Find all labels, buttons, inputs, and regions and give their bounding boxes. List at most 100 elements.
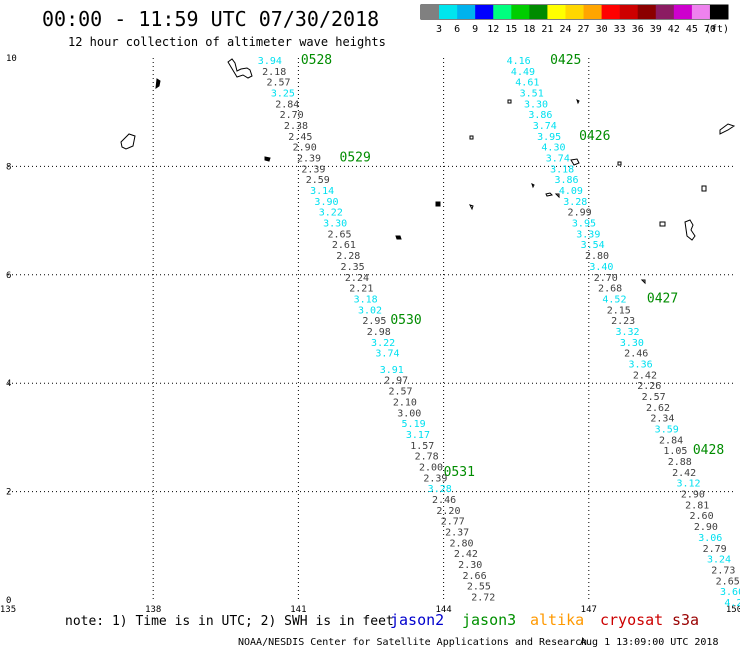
wave-height-value: 3.28: [563, 197, 587, 208]
wave-height-value: 4.23: [724, 598, 740, 609]
lon-tick-label: 138: [145, 605, 161, 615]
wave-height-value: 2.68: [598, 284, 622, 295]
wave-height-value: 2.57: [388, 387, 412, 398]
time-labels: 0528 0529 0530 0531 0425 0426 0427 0428: [301, 53, 724, 480]
wave-height-value: 3.74: [375, 349, 399, 360]
wave-height-value: 4.30: [541, 143, 565, 154]
island-g: [545, 192, 560, 199]
wave-height-value: 4.09: [559, 186, 583, 197]
lon-tick-label: 147: [581, 605, 597, 615]
wave-height-value: 3.18: [550, 164, 574, 175]
wave-height-value: 3.94: [258, 56, 282, 67]
wave-height-value: 2.62: [646, 403, 670, 414]
island-a: [264, 156, 271, 162]
pass-time-label: 0529: [340, 151, 371, 166]
colorbar-swatch: [601, 5, 620, 19]
gridlines: [8, 58, 734, 600]
colorbar-tick-label: 21: [541, 24, 553, 35]
wave-height-value: 2.81: [685, 500, 709, 511]
wave-height-value: 2.57: [267, 78, 291, 89]
wave-height-value: 2.46: [624, 349, 648, 360]
wave-height-value: 2.26: [637, 381, 661, 392]
lat-tick-label: 0: [6, 596, 11, 606]
wave-height-value: 3.91: [380, 365, 404, 376]
island-e: [617, 161, 622, 166]
colorbar-swatch: [619, 5, 639, 19]
wave-height-value: 1.57: [410, 441, 434, 452]
wave-height-value: 3.12: [676, 479, 700, 490]
wave-height-value: 2.39: [297, 154, 321, 165]
wave-height-value: 2.80: [585, 251, 609, 262]
wave-height-value: 3.39: [576, 229, 600, 240]
colorbar-swatch: [583, 5, 602, 19]
lat-tick-label: 6: [6, 271, 11, 281]
wave-height-value: 5.19: [402, 419, 426, 430]
wave-height-value: 3.59: [655, 425, 679, 436]
wave-height-value: 3.90: [314, 197, 338, 208]
pass-time-label: 0528: [301, 53, 332, 68]
wave-height-value: 2.65: [327, 229, 351, 240]
wave-height-value: 2.78: [415, 452, 439, 463]
pass-time-label: 0426: [579, 129, 610, 144]
wave-height-value: 3.74: [533, 121, 557, 132]
wave-height-value: 2.30: [458, 560, 482, 571]
island-n: [659, 221, 666, 227]
axis-labels: 135 138 141 144 147 150 0 2 4 6 8 10: [0, 54, 740, 615]
wave-height-value: 3.95: [572, 219, 596, 230]
wave-height-value: 2.46: [432, 495, 456, 506]
satellite-legend-item: cryosat: [600, 611, 663, 629]
colorbar-tick-label: 45: [686, 24, 698, 35]
wave-height-value: 2.61: [332, 240, 356, 251]
wave-height-value: 2.42: [672, 468, 696, 479]
wave-height-value: 2.90: [681, 490, 705, 501]
wave-height-value: 3.54: [581, 240, 605, 251]
island-j: [435, 201, 441, 207]
wave-height-value: 3.40: [589, 262, 613, 273]
colorbar-swatch: [475, 5, 494, 19]
wave-height-value: 2.66: [463, 571, 487, 582]
colorbar-tick-label: 30: [596, 24, 608, 35]
wave-height-value: 3.14: [310, 186, 334, 197]
colorbar-tick-label: 70: [704, 24, 716, 35]
wave-height-value: 4.49: [511, 67, 535, 78]
island-o: [640, 279, 646, 285]
satellite-legend-item: jason2: [390, 611, 444, 629]
wave-height-value: 3.51: [520, 88, 544, 99]
wave-height-value: 2.20: [436, 506, 460, 517]
track-east: 4.164.494.613.513.303.863.743.954.303.74…: [507, 56, 740, 609]
wave-height-value: 2.00: [419, 462, 443, 473]
wave-height-value: 3.32: [615, 327, 639, 338]
wave-height-value: 2.39: [423, 473, 447, 484]
island-i: [469, 204, 474, 211]
wave-height-value: 2.23: [611, 316, 635, 327]
wave-height-value: 3.30: [323, 219, 347, 230]
wave-height-value: 3.74: [546, 154, 570, 165]
wave-height-value: 2.80: [449, 538, 473, 549]
colorbar-tick-label: 9: [472, 24, 478, 35]
colorbar-tick-label: 33: [614, 24, 626, 35]
colorbar-tick-label: 24: [559, 24, 571, 35]
island-c: [507, 99, 512, 104]
wave-height-colorbar: 3 6 9 12 15 18 21 24 27 30 33 36 39 42 45 70 (ft): [420, 4, 729, 35]
lon-tick-label: 144: [435, 605, 451, 615]
island-b: [469, 135, 474, 140]
lon-tick-label: 150: [726, 605, 740, 615]
wave-height-value: 3.86: [554, 175, 578, 186]
wave-height-value: 2.98: [367, 327, 391, 338]
wave-height-value: 3.30: [524, 99, 548, 110]
wave-height-value: 3.95: [537, 132, 561, 143]
wave-height-value: 2.35: [341, 262, 365, 273]
wave-height-value: 3.25: [271, 88, 295, 99]
wave-height-value: 2.18: [262, 67, 286, 78]
wave-height-value: 2.72: [471, 593, 495, 604]
colorbar-tick-label: 12: [487, 24, 499, 35]
wave-height-value: 2.24: [345, 273, 369, 284]
wave-height-value: 2.97: [384, 376, 408, 387]
pass-time-label: 0531: [444, 465, 475, 480]
wave-height-value: 3.00: [397, 408, 421, 419]
wave-height-value: 3.02: [358, 305, 382, 316]
colorbar-tick-label: 39: [650, 24, 662, 35]
colorbar-swatch: [673, 5, 693, 19]
wave-height-value: 2.39: [301, 164, 325, 175]
